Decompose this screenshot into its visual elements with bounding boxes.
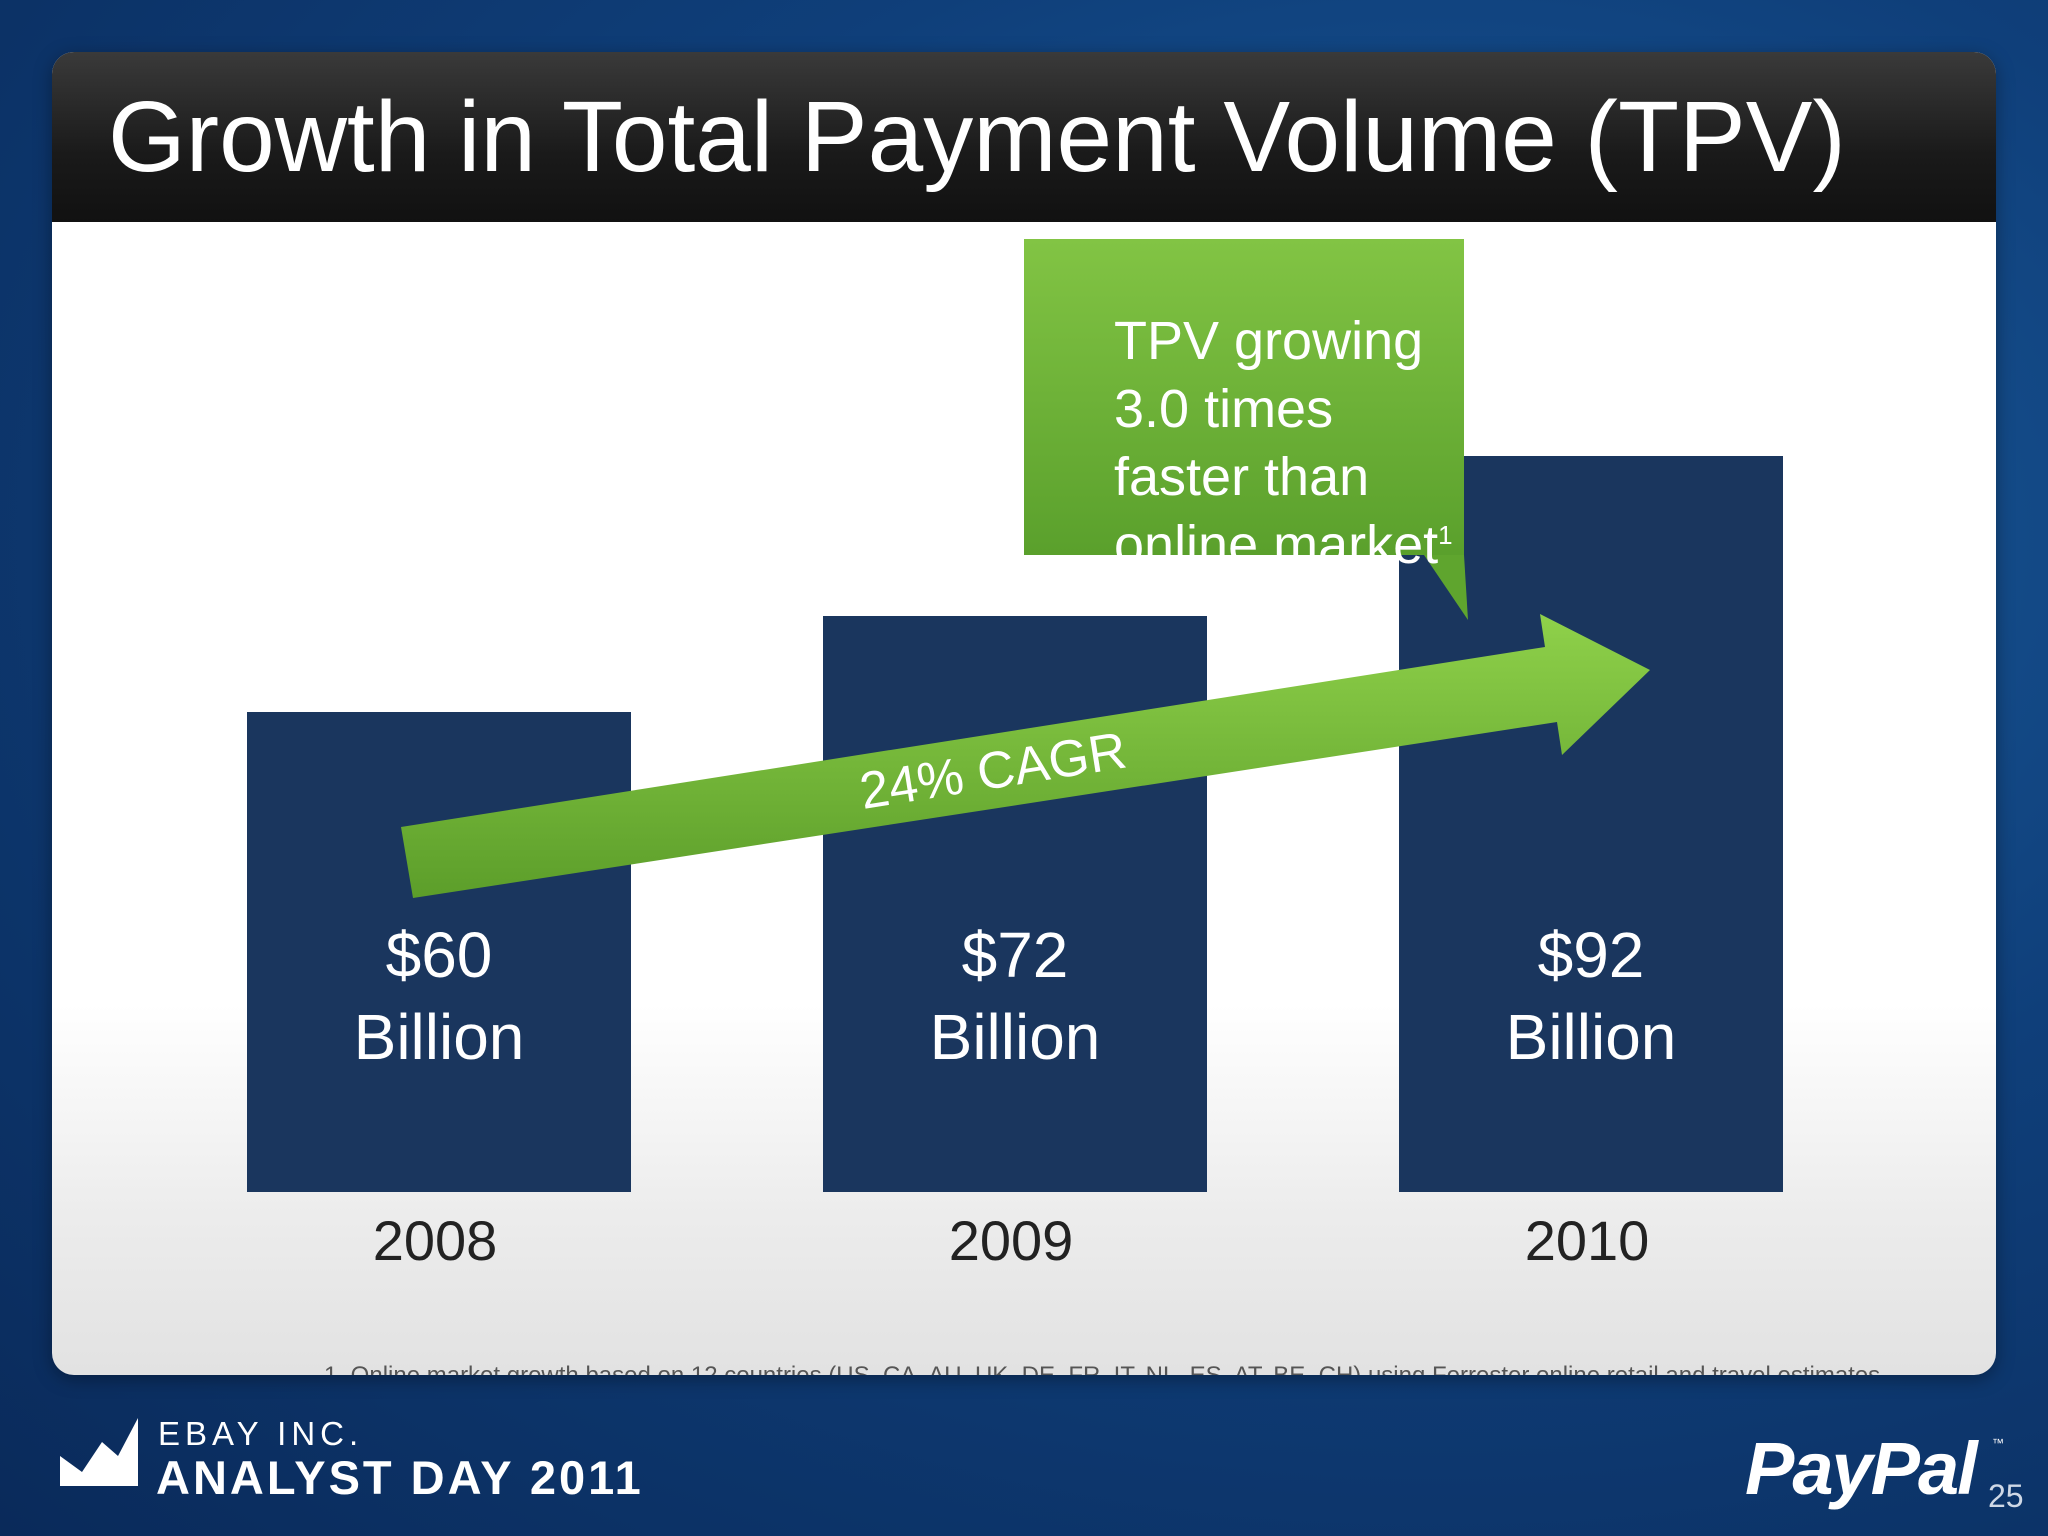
x-tick-label: 2008 [373,1209,498,1272]
callout-line: TPV growing [1114,311,1424,371]
page-number: 25 [1988,1478,2024,1514]
callout-line-last: online market1 [1114,511,1474,579]
cagr-arrow [401,614,1650,898]
footnote-marker: 1 [1438,520,1453,550]
bar-unit-label: Billion [930,1001,1101,1073]
callout-box [1024,239,1464,555]
footnote: 1. Online market growth based on 12 coun… [324,1362,1880,1375]
slide-title: Growth in Total Payment Volume (TPV) [108,81,1846,193]
bar-unit-label: Billion [354,1001,525,1073]
callout-line: faster than [1114,447,1370,507]
callout-pointer [1424,555,1468,620]
bar-unit-label: Billion [1506,1001,1677,1073]
bar-2008 [247,712,631,1192]
company-name: EBAY INC. [158,1415,364,1452]
bar-value-label: $72 [962,919,1069,991]
title-bar: Growth in Total Payment Volume (TPV) [52,52,1996,222]
bar-2009 [823,616,1207,1192]
bar-value-label: $92 [1538,919,1645,991]
x-tick-label: 2009 [949,1209,1074,1272]
callout-line: online market [1114,515,1439,575]
event-name: ANALYST DAY 2011 [156,1451,644,1504]
ebay-inc-logo-icon [60,1418,138,1486]
callout-text: TPV growing 3.0 times faster than online… [1114,307,1474,579]
paypal-logo: PayPal [1745,1427,1978,1510]
x-tick-label: 2010 [1525,1209,1650,1272]
trademark-mark: ™ [1992,1436,2004,1450]
slide-panel: Growth in Total Payment Volume (TPV) 24%… [52,52,1996,1375]
bar-value-label: $60 [386,919,493,991]
callout-box-group [1024,239,1468,620]
callout-line: 3.0 times [1114,379,1334,439]
bar-chart: 24% CAGR $60Billion2008$72Billion2009$92… [247,239,1783,1272]
